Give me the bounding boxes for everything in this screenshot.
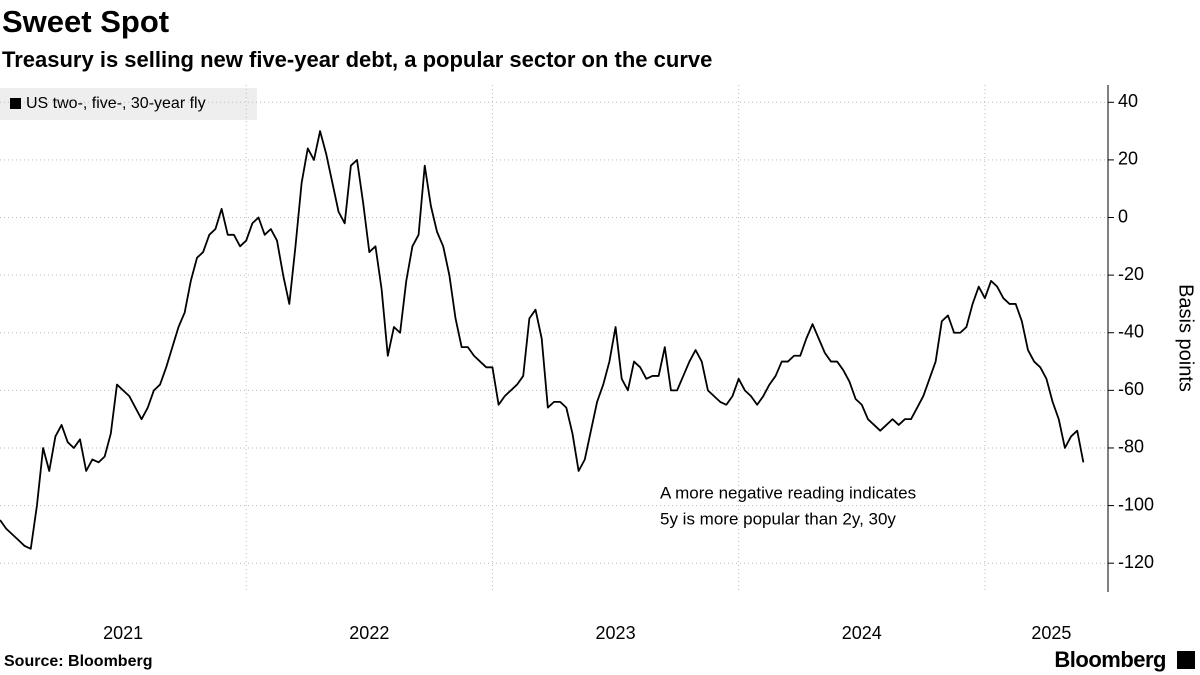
y-tick-label: 0 [1118, 206, 1128, 226]
legend-box [0, 88, 257, 120]
x-tick-label: 2025 [1031, 623, 1071, 643]
x-tick-label: 2023 [596, 623, 636, 643]
chart-title: Sweet Spot [2, 4, 169, 39]
source: Source: Bloomberg [4, 653, 152, 670]
y-tick-label: -20 [1118, 264, 1144, 284]
brand-icon [1177, 651, 1195, 669]
x-tick-label: 2021 [103, 623, 143, 643]
y-tick-label: -80 [1118, 437, 1144, 457]
x-tick-label: 2022 [349, 623, 389, 643]
x-tick-label: 2024 [842, 623, 882, 643]
y-tick-label: -40 [1118, 321, 1144, 341]
legend-label: US two-, five-, 30-year fly [26, 95, 206, 112]
legend-swatch [10, 98, 21, 109]
y-tick-label: -60 [1118, 379, 1144, 399]
brand: Bloomberg [1054, 647, 1166, 672]
chart-subtitle: Treasury is selling new five-year debt, … [2, 47, 712, 72]
y-axis-label: Basis points [1175, 284, 1197, 392]
line-series [0, 130, 1085, 550]
y-tick-label: 40 [1118, 91, 1138, 111]
annotation: A more negative reading indicates [660, 483, 916, 502]
y-tick-label: -120 [1118, 552, 1154, 572]
annotation: 5y is more popular than 2y, 30y [660, 509, 896, 528]
y-tick-label: 20 [1118, 149, 1138, 169]
y-tick-label: -100 [1118, 494, 1154, 514]
